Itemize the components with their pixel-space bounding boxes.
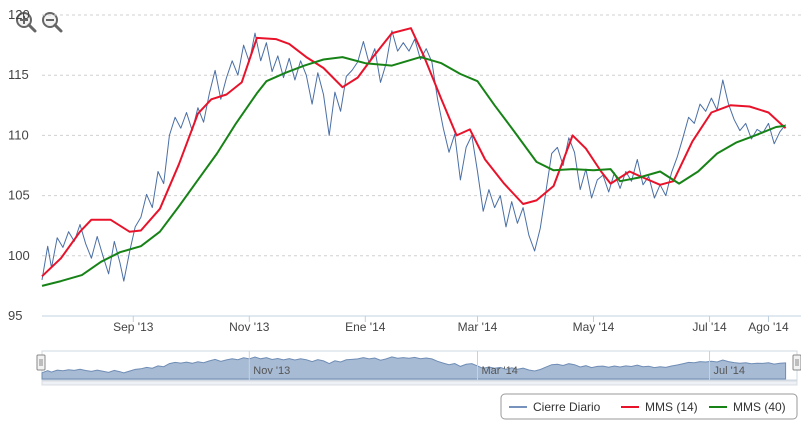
plot-area — [41, 27, 787, 287]
legend-item-cierre-diario[interactable]: Cierre Diario — [509, 400, 601, 414]
y-tick-label: 105 — [8, 188, 30, 203]
series-line-mms-14 — [41, 27, 787, 278]
x-tick-label: May '14 — [573, 320, 615, 334]
legend-box — [500, 393, 798, 420]
legend-item-mms-40[interactable]: MMS (40) — [709, 400, 786, 414]
legend-item-mms-14[interactable]: MMS (14) — [621, 400, 698, 414]
navigator-right-handle[interactable] — [792, 354, 801, 371]
navigator-left-handle[interactable] — [36, 354, 46, 371]
zoom-out-button[interactable] — [42, 12, 63, 33]
x-tick-label: Sep '13 — [113, 320, 154, 334]
legend-label: MMS (40) — [733, 400, 786, 414]
grid — [42, 14, 801, 257]
series-line-cierre-diario — [41, 30, 786, 282]
scrollbar[interactable] — [41, 380, 798, 386]
legend-label: MMS (14) — [645, 400, 698, 414]
x-axis: Sep '13 Nov '13 Ene '14 Mar '14 May '14 Jul '… — [113, 316, 789, 334]
y-tick-label: 120 — [8, 7, 30, 22]
series-line-mms-40 — [41, 56, 786, 287]
y-tick-label: 100 — [8, 248, 30, 263]
navigator-label: Mar '14 — [482, 365, 518, 377]
y-tick-label: 110 — [8, 127, 29, 142]
x-tick-label: Mar '14 — [458, 320, 498, 334]
navigator[interactable]: Nov '13 Mar '14 Jul '14 — [36, 350, 801, 381]
y-tick-label: 95 — [8, 308, 22, 323]
y-tick-label: 115 — [8, 67, 29, 82]
y-axis: 95 100 105 110 115 120 — [8, 7, 30, 323]
navigator-label: Nov '13 — [253, 365, 290, 377]
x-tick-label: Jul '14 — [692, 320, 727, 334]
legend-label: Cierre Diario — [533, 400, 601, 414]
navigator-label: Jul '14 — [714, 365, 745, 377]
legend: Cierre Diario MMS (14) MMS (40) — [500, 393, 798, 420]
x-tick-label: Ene '14 — [345, 320, 386, 334]
zoom-in-button[interactable] — [16, 12, 37, 33]
x-tick-label: Ago '14 — [748, 320, 789, 334]
x-tick-label: Nov '13 — [229, 320, 270, 334]
navigator-series-area — [41, 356, 787, 380]
navigator-axis: Nov '13 Mar '14 Jul '14 — [248, 351, 745, 380]
